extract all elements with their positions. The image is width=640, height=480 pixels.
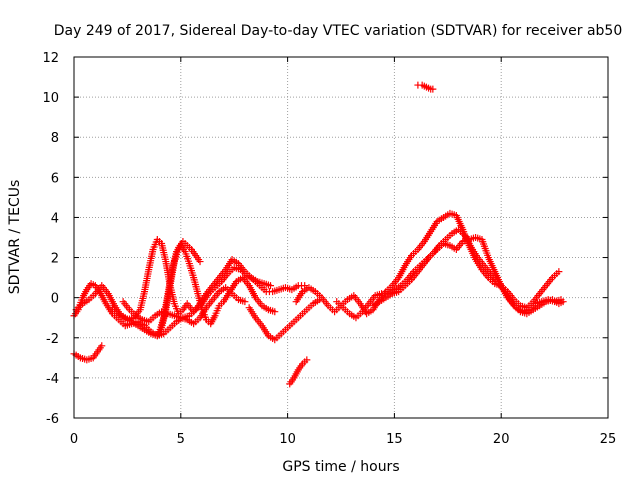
axis-ticks [73, 56, 609, 419]
y-tick-label: -2 [46, 332, 59, 347]
x-tick-label: 5 [177, 432, 185, 447]
x-tick-label: 0 [70, 432, 78, 447]
series-track-h [286, 356, 311, 388]
plot-frame [73, 56, 609, 419]
series-track-b [70, 264, 309, 340]
x-tick-label: 20 [493, 432, 510, 447]
series-track-l [414, 81, 437, 93]
y-tick-label: 6 [51, 171, 59, 186]
y-tick-labels: -6 -4 -2 0 2 4 6 8 10 12 [42, 51, 59, 427]
series-track-k [369, 234, 567, 318]
x-axis-label: GPS time / hours [282, 459, 399, 475]
grid-lines [74, 57, 608, 418]
y-tick-label: 12 [42, 51, 59, 66]
data-point [555, 268, 563, 276]
data-point [271, 308, 279, 316]
series-track-j [333, 225, 565, 322]
y-tick-label: 2 [51, 252, 59, 267]
data-point [559, 298, 567, 306]
series-track-c [72, 236, 275, 324]
y-tick-label: 4 [51, 211, 59, 226]
series-track-g [245, 296, 324, 344]
x-tick-label: 25 [600, 432, 617, 447]
data-points [70, 81, 567, 388]
y-tick-label: 10 [42, 91, 59, 106]
data-point [196, 258, 204, 266]
data-point [267, 282, 275, 290]
chart-title: Day 249 of 2017, Sidereal Day-to-day VTE… [54, 23, 623, 39]
y-axis-label: SDTVAR / TECUs [7, 180, 23, 295]
y-tick-label: -6 [46, 412, 59, 427]
y-tick-label: 0 [51, 292, 59, 307]
y-tick-label: -4 [46, 372, 59, 387]
series-track-a [70, 342, 106, 364]
x-tick-labels: 0 5 10 15 20 25 [70, 432, 616, 447]
data-point [429, 85, 437, 93]
data-point [241, 298, 249, 306]
series-track-f [119, 284, 249, 328]
y-tick-label: 8 [51, 131, 59, 146]
x-tick-label: 10 [279, 432, 296, 447]
x-tick-label: 15 [386, 432, 403, 447]
data-point [98, 342, 106, 350]
data-point [303, 356, 311, 364]
